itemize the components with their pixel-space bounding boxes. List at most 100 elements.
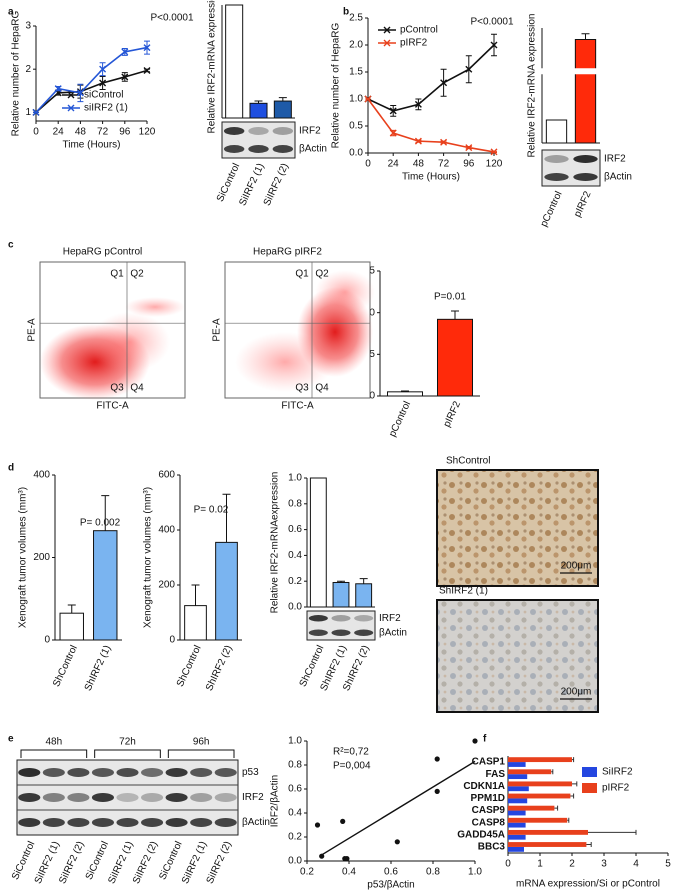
blot-band <box>141 818 164 827</box>
bar <box>574 39 597 144</box>
error-bar <box>570 793 575 799</box>
blot-label: IRF2 <box>604 154 626 165</box>
y-tick-label: 0 <box>169 635 175 646</box>
bar <box>332 581 350 608</box>
error-bar <box>101 495 110 531</box>
marker <box>76 89 84 97</box>
x-tick-label: 120 <box>139 127 156 138</box>
x-axis-label: mRNA expression/Si or pControl <box>516 879 660 890</box>
error-bar <box>572 757 575 763</box>
x-tick-label: 5 <box>665 859 671 870</box>
blot-band <box>331 629 351 636</box>
y-tick-label: 0.6 <box>288 524 302 535</box>
x-axis-label: Time (Hours) <box>402 172 460 183</box>
annotation: P<0.0001 <box>470 17 514 28</box>
bar <box>508 769 552 775</box>
blot-band <box>573 173 598 181</box>
timepoint-label: 48h <box>45 737 62 748</box>
y-tick-label: 0.4 <box>288 550 302 561</box>
y-tick-label: 0.8 <box>288 498 302 509</box>
bar <box>184 605 207 641</box>
x-tick-label: 48 <box>75 127 87 138</box>
blot-band <box>42 818 65 827</box>
x-tick-label: 1.0 <box>468 867 482 878</box>
error-bar <box>572 781 578 787</box>
error-bar <box>359 578 368 584</box>
error-bar <box>254 100 263 104</box>
micrograph <box>436 469 599 587</box>
flow-cloud <box>125 297 185 317</box>
bar <box>508 805 555 811</box>
quadrant-label: Q3 <box>110 383 124 394</box>
y-tick-label: 1.0 <box>349 94 363 105</box>
point <box>394 839 400 845</box>
bar <box>508 810 526 816</box>
bracket <box>20 749 88 758</box>
blot-band <box>67 818 90 827</box>
error-bar <box>586 842 592 848</box>
category-label: pIRF2 <box>572 189 594 219</box>
blot-band <box>248 127 269 135</box>
blot-band <box>91 768 114 777</box>
marker <box>490 148 498 156</box>
trendline <box>319 760 476 857</box>
error-bar <box>451 310 459 320</box>
annotation: R²=0,72 <box>333 747 369 758</box>
blot-label: IRF2 <box>379 613 401 624</box>
y-tick-label: 0 <box>44 635 50 646</box>
category-label: ShIRF2 (2) <box>204 644 235 693</box>
series-line <box>367 98 495 153</box>
axis-break <box>538 68 600 75</box>
series-line <box>367 44 495 112</box>
x-tick-label: 0 <box>505 859 511 870</box>
blot-band <box>67 768 90 777</box>
y-tick-label: 0.4 <box>288 808 302 819</box>
flow-cloud <box>90 312 170 372</box>
blot-band <box>223 145 245 153</box>
blot-band <box>544 173 569 181</box>
error-bar <box>222 493 231 543</box>
series-line <box>35 69 148 113</box>
annotation: P=0,004 <box>333 761 371 772</box>
category-label: FAS <box>486 769 506 780</box>
lane-label: SiControl <box>84 840 111 882</box>
flow-cloud <box>315 270 375 314</box>
marker <box>32 108 40 116</box>
y-axis-label: Relative number of HepaRG <box>331 22 342 148</box>
legend-marker <box>67 104 75 112</box>
x-tick-label: 72 <box>438 159 450 170</box>
y-tick-label: 2.5 <box>349 13 363 24</box>
blot-band <box>190 793 213 802</box>
category-label: ShIRF2 (1) <box>83 644 114 693</box>
x-tick-label: 0 <box>365 159 371 170</box>
category-label: pIRF2 <box>442 399 464 429</box>
panel-label: d <box>8 463 14 474</box>
legend-swatch <box>582 767 597 777</box>
error-bar <box>567 817 570 823</box>
x-tick-label: 72 <box>97 127 109 138</box>
bar <box>508 798 528 804</box>
blot-band <box>91 793 114 802</box>
series-line <box>35 46 148 113</box>
y-tick-label: 0.0 <box>288 856 302 867</box>
quadrant-label: Q4 <box>130 383 144 394</box>
blot-band <box>67 793 90 802</box>
micrograph-title: ShControl <box>446 456 490 467</box>
lane-label: SiControl <box>10 840 37 882</box>
quadrant-label: Q2 <box>130 269 144 280</box>
bar <box>508 829 588 835</box>
category-label: ShControl <box>51 644 80 689</box>
category-label: BBC3 <box>478 842 506 853</box>
marker <box>121 48 129 56</box>
quadrant-label: Q1 <box>295 269 309 280</box>
y-axis-label: Xenograft tumor volumes (mm³) <box>18 487 29 628</box>
quadrant-label: Q3 <box>295 383 309 394</box>
y-axis-label: Relative IRF2-mRNA expression <box>527 14 538 158</box>
blot-band <box>141 793 164 802</box>
bar <box>508 774 528 780</box>
panel-label: e <box>8 734 14 745</box>
point <box>344 856 350 862</box>
annotation: P= 0.002 <box>80 518 121 529</box>
y-tick-label: 1 <box>25 107 31 118</box>
